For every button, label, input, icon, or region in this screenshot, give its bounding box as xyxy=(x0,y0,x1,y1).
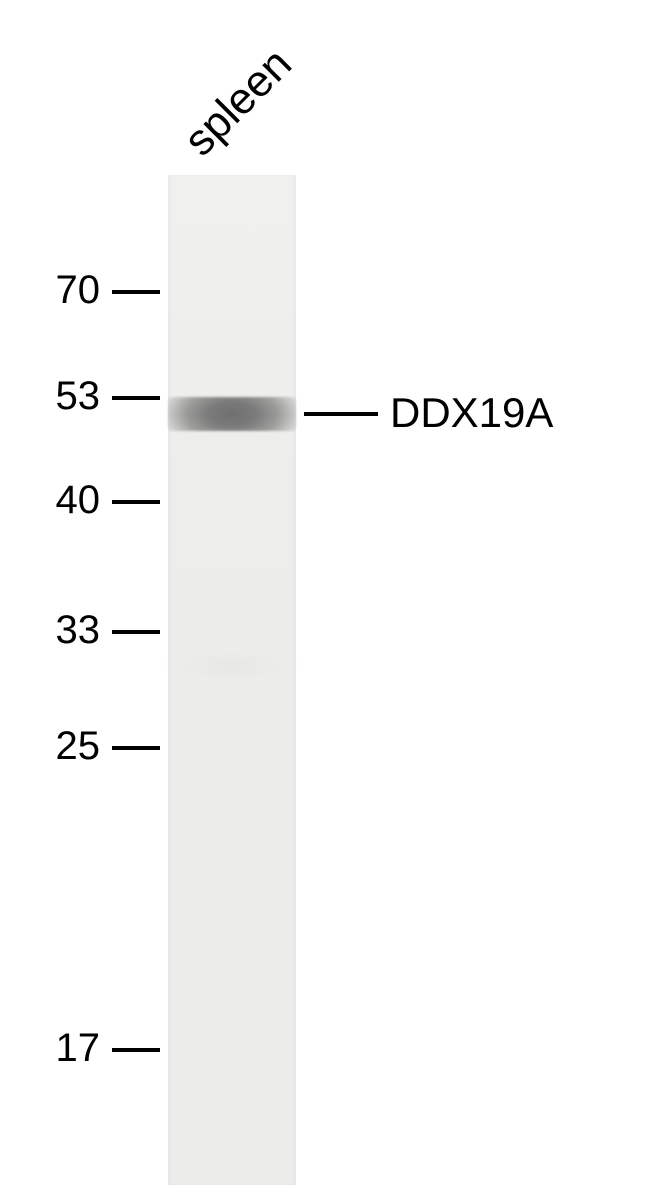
marker-tick-25 xyxy=(112,746,160,750)
marker-label-53: 53 xyxy=(0,374,100,419)
faint-band xyxy=(168,654,296,676)
marker-tick-33 xyxy=(112,630,160,634)
marker-label-33: 33 xyxy=(0,608,100,653)
target-label: DDX19A xyxy=(390,389,553,437)
marker-label-40: 40 xyxy=(0,478,100,523)
marker-tick-70 xyxy=(112,290,160,294)
marker-tick-53 xyxy=(112,396,160,400)
sample-label: spleen xyxy=(175,39,302,166)
target-tick xyxy=(304,412,378,416)
marker-label-17: 17 xyxy=(0,1026,100,1071)
blot-figure: spleen 70 53 40 33 25 17 DDX19A xyxy=(0,0,650,1193)
marker-tick-40 xyxy=(112,500,160,504)
marker-label-25: 25 xyxy=(0,724,100,769)
marker-tick-17 xyxy=(112,1048,160,1052)
blot-lane xyxy=(168,175,296,1185)
band-ddx19a xyxy=(168,397,296,431)
marker-label-70: 70 xyxy=(0,268,100,313)
